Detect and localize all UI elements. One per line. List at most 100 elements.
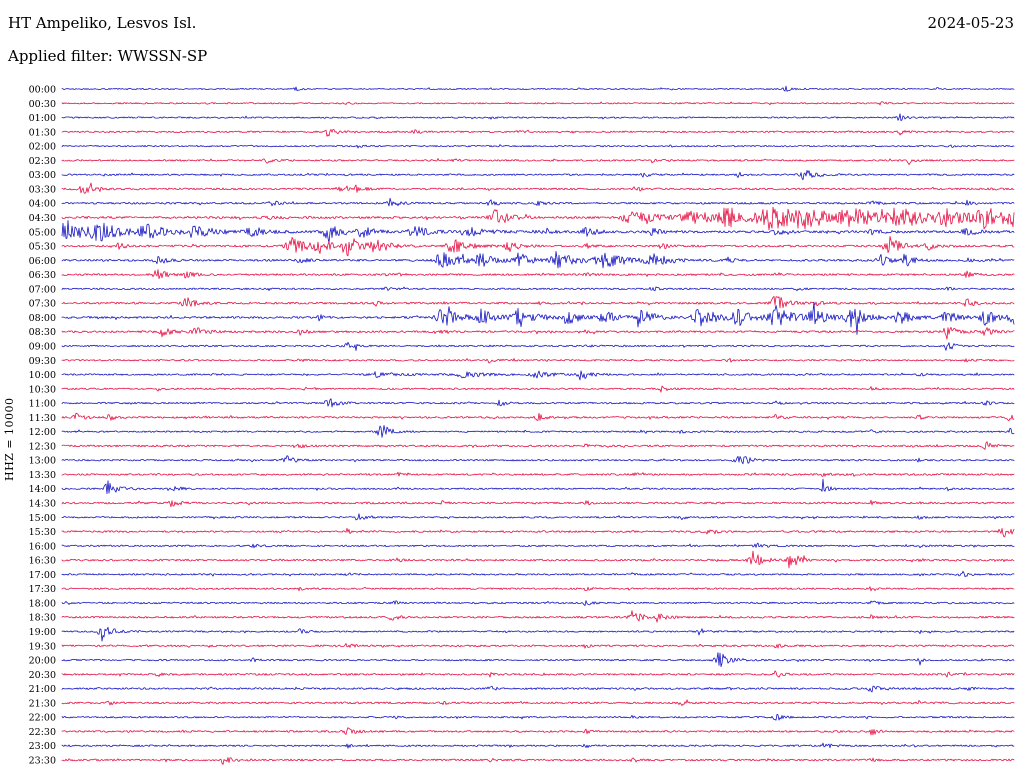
trace-row-10:30 [61, 385, 1015, 393]
filter-label: Applied filter: WWSSN-SP [8, 47, 208, 65]
time-label-08:30: 08:30 [29, 327, 56, 338]
trace-row-04:30 [61, 206, 1015, 231]
time-label-07:30: 07:30 [29, 299, 56, 310]
time-label-23:30: 23:30 [29, 756, 56, 767]
time-label-11:00: 11:00 [29, 399, 56, 410]
time-label-10:00: 10:00 [29, 370, 56, 381]
trace-row-09:30 [61, 357, 1015, 364]
time-label-22:30: 22:30 [29, 727, 56, 738]
trace-row-14:00 [61, 478, 1015, 495]
trace-row-20:00 [61, 652, 1015, 667]
time-label-16:00: 16:00 [29, 541, 56, 552]
time-label-13:30: 13:30 [29, 470, 56, 481]
station-title: HT Ampeliko, Lesvos Isl. [8, 14, 197, 32]
trace-row-10:00 [61, 370, 1015, 381]
time-label-18:00: 18:00 [29, 599, 56, 610]
time-label-05:30: 05:30 [29, 242, 56, 253]
time-label-04:00: 04:00 [29, 199, 56, 210]
trace-row-12:00 [61, 424, 1015, 438]
trace-row-17:30 [61, 586, 1015, 592]
time-label-06:30: 06:30 [29, 270, 56, 281]
trace-row-21:00 [61, 685, 1015, 693]
time-label-03:00: 03:00 [29, 170, 56, 181]
trace-row-20:30 [61, 670, 1015, 678]
trace-row-00:30 [61, 101, 1015, 106]
trace-row-07:30 [61, 295, 1015, 309]
time-label-21:00: 21:00 [29, 684, 56, 695]
trace-row-08:00 [61, 301, 1015, 335]
time-label-18:30: 18:30 [29, 613, 56, 624]
time-label-03:30: 03:30 [29, 184, 56, 195]
trace-row-08:30 [61, 326, 1015, 340]
trace-row-23:00 [61, 742, 1015, 749]
trace-row-11:30 [61, 412, 1015, 422]
trace-row-16:00 [61, 542, 1015, 549]
time-label-05:00: 05:00 [29, 227, 56, 238]
time-label-17:30: 17:30 [29, 584, 56, 595]
trace-row-01:00 [61, 113, 1015, 122]
trace-row-06:30 [61, 269, 1015, 280]
trace-row-12:30 [61, 441, 1015, 450]
time-label-09:00: 09:00 [29, 342, 56, 353]
trace-row-07:00 [61, 286, 1015, 292]
trace-row-02:30 [61, 158, 1015, 166]
time-label-01:00: 01:00 [29, 113, 56, 124]
trace-row-17:00 [61, 570, 1015, 578]
trace-row-11:00 [61, 398, 1015, 408]
trace-row-05:00 [61, 220, 1015, 244]
trace-row-14:30 [61, 499, 1015, 508]
time-label-14:00: 14:00 [29, 484, 56, 495]
date-label: 2024-05-23 [927, 14, 1014, 32]
time-label-17:00: 17:00 [29, 570, 56, 581]
time-label-12:30: 12:30 [29, 441, 56, 452]
time-label-15:30: 15:30 [29, 527, 56, 538]
trace-row-09:00 [61, 341, 1015, 351]
trace-row-15:30 [61, 527, 1015, 538]
trace-row-05:30 [61, 235, 1015, 257]
time-label-07:00: 07:00 [29, 284, 56, 295]
time-label-01:30: 01:30 [29, 127, 56, 138]
trace-row-19:30 [61, 643, 1015, 649]
time-label-21:30: 21:30 [29, 698, 56, 709]
time-label-22:00: 22:00 [29, 713, 56, 724]
time-label-15:00: 15:00 [29, 513, 56, 524]
time-label-14:30: 14:30 [29, 499, 56, 510]
trace-row-04:00 [61, 197, 1015, 207]
time-label-20:00: 20:00 [29, 656, 56, 667]
time-label-23:00: 23:00 [29, 741, 56, 752]
trace-row-06:00 [61, 250, 1015, 269]
trace-row-18:30 [61, 610, 1015, 623]
trace-row-18:00 [61, 600, 1015, 606]
time-label-00:00: 00:00 [29, 85, 56, 96]
trace-row-22:30 [61, 727, 1015, 736]
time-label-16:30: 16:30 [29, 556, 56, 567]
trace-row-22:00 [61, 713, 1015, 721]
trace-row-03:00 [61, 169, 1015, 181]
time-label-02:30: 02:30 [29, 156, 56, 167]
trace-row-01:30 [61, 129, 1015, 137]
time-label-19:30: 19:30 [29, 641, 56, 652]
time-label-13:00: 13:00 [29, 456, 56, 467]
time-label-19:00: 19:00 [29, 627, 56, 638]
trace-row-13:00 [61, 455, 1015, 465]
trace-row-23:30 [61, 757, 1015, 765]
time-label-00:30: 00:30 [29, 99, 56, 110]
time-label-20:30: 20:30 [29, 670, 56, 681]
trace-row-21:30 [61, 699, 1015, 707]
trace-row-16:30 [61, 550, 1015, 569]
time-label-04:30: 04:30 [29, 213, 56, 224]
trace-row-00:00 [61, 85, 1015, 92]
trace-row-13:30 [61, 471, 1015, 477]
trace-row-19:00 [61, 626, 1015, 642]
time-label-10:30: 10:30 [29, 384, 56, 395]
trace-row-03:30 [61, 182, 1015, 194]
time-label-12:00: 12:00 [29, 427, 56, 438]
time-label-09:30: 09:30 [29, 356, 56, 367]
trace-row-15:00 [61, 513, 1015, 521]
time-label-02:00: 02:00 [29, 142, 56, 153]
time-label-11:30: 11:30 [29, 413, 56, 424]
trace-row-02:00 [61, 144, 1015, 149]
time-label-08:00: 08:00 [29, 313, 56, 324]
